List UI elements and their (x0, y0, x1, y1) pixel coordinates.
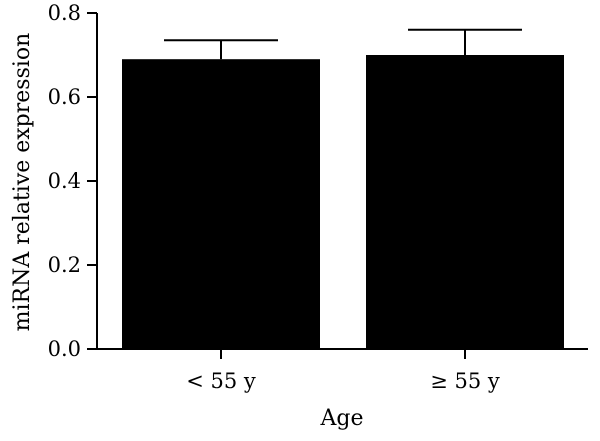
bar-2 (366, 55, 564, 349)
x-tick-label: ≥ 55 y (430, 369, 500, 393)
y-tick-label: 0.4 (48, 169, 81, 193)
x-tick-label: < 55 y (186, 369, 256, 393)
y-tick-label: 0.2 (48, 253, 81, 277)
y-tick-label: 0.8 (48, 1, 81, 25)
y-tick-label: 0.6 (48, 85, 81, 109)
y-axis-title: miRNA relative expression (10, 33, 35, 332)
y-axis: 0.0 0.2 0.4 0.6 0.8 (48, 1, 98, 361)
bars-group (122, 28, 564, 349)
x-axis-title: Age (320, 406, 364, 431)
y-tick-label: 0.0 (48, 337, 81, 361)
bar-1 (122, 59, 320, 349)
x-axis: < 55 y ≥ 55 y (96, 348, 588, 393)
